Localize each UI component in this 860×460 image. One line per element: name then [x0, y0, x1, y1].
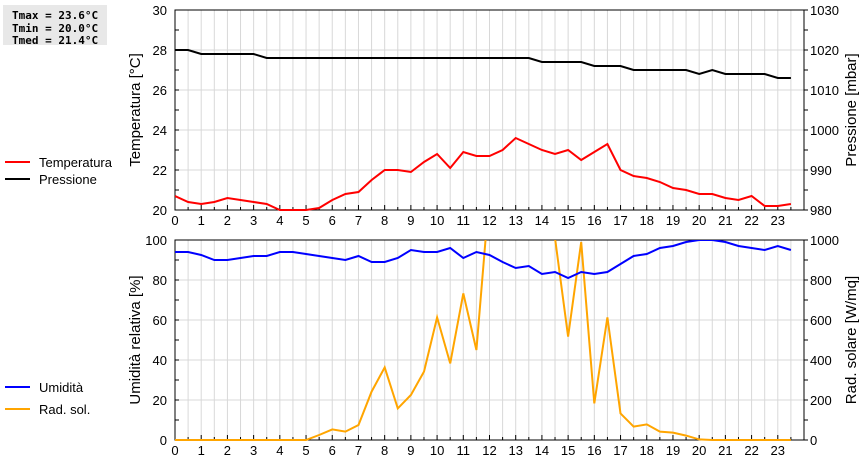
x-tick-label: 18 [640, 443, 654, 458]
y-right-axis-title: Pressione [mbar] [843, 53, 860, 166]
x-tick-label: 13 [508, 213, 522, 228]
x-tick-label: 17 [613, 443, 627, 458]
y-right-tick-label: 1000 [810, 233, 839, 248]
x-tick-label: 23 [771, 213, 785, 228]
legend-item: Umidità [5, 380, 84, 395]
x-tick-label: 20 [692, 443, 706, 458]
x-tick-label: 21 [718, 443, 732, 458]
legend-label: Pressione [39, 172, 97, 187]
y-right-tick-label: 0 [810, 433, 817, 448]
x-tick-label: 23 [771, 443, 785, 458]
y-right-tick-label: 980 [810, 203, 832, 218]
x-tick-label: 14 [535, 213, 549, 228]
y-tick-label: 0 [160, 433, 167, 448]
tmed-text: Tmed = 21.4°C [12, 34, 99, 47]
x-tick-label: 18 [640, 213, 654, 228]
x-tick-label: 21 [718, 213, 732, 228]
x-tick-label: 7 [355, 443, 362, 458]
x-tick-label: 17 [613, 213, 627, 228]
y-right-tick-label: 200 [810, 393, 832, 408]
x-tick-label: 8 [381, 443, 388, 458]
x-tick-label: 12 [482, 443, 496, 458]
y-right-tick-label: 400 [810, 353, 832, 368]
x-tick-label: 20 [692, 213, 706, 228]
y-tick-label: 60 [153, 313, 167, 328]
series-line-umidit- [175, 240, 792, 280]
y-axis-title: Temperatura [°C] [127, 53, 144, 167]
legend-item: Temperatura [5, 155, 113, 170]
y-tick-label: 20 [153, 393, 167, 408]
x-tick-label: 14 [535, 443, 549, 458]
x-tick-label: 10 [430, 213, 444, 228]
legend-label: Rad. sol. [39, 402, 90, 417]
y-right-tick-label: 1030 [810, 3, 839, 18]
legend-label: Temperatura [39, 155, 113, 170]
y-right-tick-label: 600 [810, 313, 832, 328]
x-tick-label: 3 [250, 443, 257, 458]
series-line-rad-sol- [175, 240, 791, 441]
stats-box: Tmax = 23.6°C Tmin = 20.0°C Tmed = 21.4°… [3, 5, 107, 47]
x-tick-label: 9 [407, 443, 414, 458]
y-tick-label: 24 [153, 123, 167, 138]
x-tick-label: 3 [250, 213, 257, 228]
panel-1: 0 1 2 3 4 5 6 7 8 9 10 11 12 13 14 15 16 17 18 19 20 21 22 2320… [5, 3, 860, 228]
legend-item: Rad. sol. [5, 402, 90, 417]
y-tick-label: 100 [145, 233, 167, 248]
y-tick-label: 20 [153, 203, 167, 218]
y-right-tick-label: 990 [810, 163, 832, 178]
y-tick-label: 28 [153, 43, 167, 58]
x-tick-label: 5 [302, 213, 309, 228]
x-tick-label: 8 [381, 213, 388, 228]
y-right-tick-label: 1000 [810, 123, 839, 138]
y-right-axis-title: Rad. solare [W/mq] [843, 276, 860, 404]
x-tick-label: 11 [457, 443, 471, 458]
x-tick-label: 0 [171, 213, 178, 228]
panel-2: 0 1 2 3 4 5 6 7 8 9 10 11 12 13 14 15 16 17 18 19 20 21 22 2302… [5, 233, 860, 458]
x-tick-label: 11 [457, 213, 471, 228]
x-tick-label: 6 [329, 213, 336, 228]
x-tick-label: 4 [276, 213, 283, 228]
legend-item: Pressione [5, 172, 97, 187]
x-tick-label: 1 [198, 443, 205, 458]
x-tick-label: 12 [482, 213, 496, 228]
x-tick-label: 9 [407, 213, 414, 228]
x-tick-label: 13 [508, 443, 522, 458]
series-line-pressione [175, 49, 791, 79]
y-right-tick-label: 1010 [810, 83, 839, 98]
y-tick-label: 26 [153, 83, 167, 98]
x-tick-label: 10 [430, 443, 444, 458]
tmin-text: Tmin = 20.0°C [12, 21, 99, 35]
x-tick-label: 2 [224, 443, 231, 458]
y-tick-label: 40 [153, 353, 167, 368]
tmax-text: Tmax = 23.6°C [12, 9, 99, 22]
y-right-tick-label: 800 [810, 273, 832, 288]
x-tick-label: 6 [329, 443, 336, 458]
y-axis-title: Umidità relativa [%] [127, 275, 144, 404]
x-tick-label: 2 [224, 213, 231, 228]
x-tick-label: 22 [744, 443, 758, 458]
legend-label: Umidità [39, 380, 84, 395]
series-line-temperatura [175, 136, 792, 211]
y-tick-label: 30 [153, 3, 167, 18]
x-tick-label: 22 [744, 213, 758, 228]
x-tick-label: 1 [198, 213, 205, 228]
x-tick-label: 16 [587, 213, 601, 228]
x-tick-label: 5 [302, 443, 309, 458]
x-tick-label: 0 [171, 443, 178, 458]
x-tick-label: 15 [561, 213, 575, 228]
x-tick-label: 15 [561, 443, 575, 458]
y-tick-label: 22 [153, 163, 167, 178]
x-tick-label: 4 [276, 443, 283, 458]
x-tick-label: 19 [666, 213, 680, 228]
x-tick-label: 16 [587, 443, 601, 458]
x-tick-label: 7 [355, 213, 362, 228]
y-tick-label: 80 [153, 273, 167, 288]
y-right-tick-label: 1020 [810, 43, 839, 58]
x-tick-label: 19 [666, 443, 680, 458]
